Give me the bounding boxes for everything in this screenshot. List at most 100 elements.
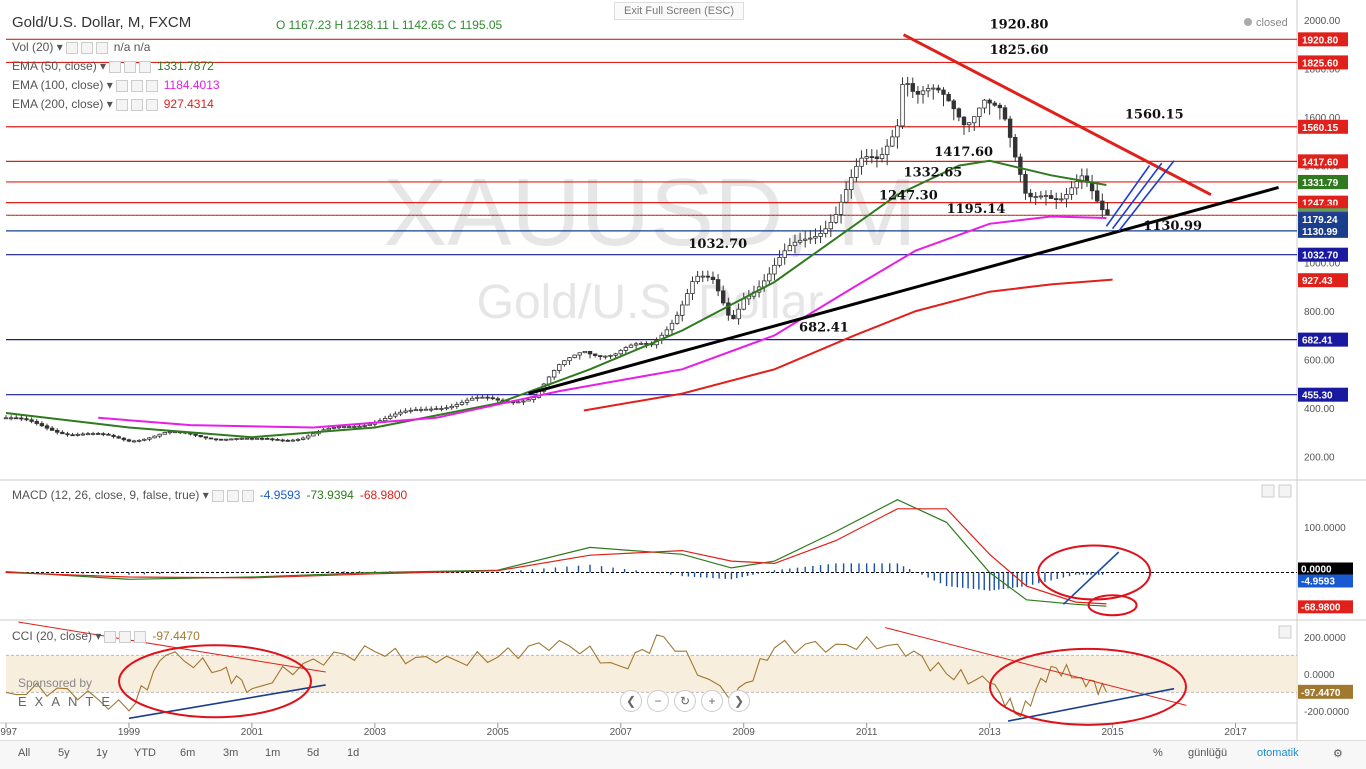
timeframe-1m[interactable]: 1m xyxy=(265,747,281,759)
timeframe-all[interactable]: All xyxy=(18,747,31,759)
candle-body xyxy=(777,257,782,266)
candle-body xyxy=(705,275,711,278)
zoom-in-button[interactable]: + xyxy=(701,690,723,712)
candle xyxy=(900,77,905,130)
legend-ema200-control-icon[interactable] xyxy=(130,98,143,111)
candle xyxy=(849,169,854,199)
candle xyxy=(726,297,731,321)
candle xyxy=(884,139,890,166)
timeframe-1d[interactable]: 1d xyxy=(347,747,360,759)
candle-body xyxy=(715,279,721,292)
candle-body xyxy=(398,411,403,415)
candle xyxy=(592,353,598,358)
legend-ema100-control-icon[interactable] xyxy=(115,79,128,92)
legend-macd-control-icon[interactable] xyxy=(226,489,239,502)
timeframe-ytd[interactable]: YTD xyxy=(134,747,156,759)
legend-macd-control-icon[interactable] xyxy=(211,489,224,502)
candle xyxy=(961,116,967,135)
percent-toggle[interactable]: % xyxy=(1153,747,1163,759)
timeframe-3m[interactable]: 3m xyxy=(223,747,239,759)
candle-body xyxy=(3,417,9,420)
candle-body xyxy=(1100,200,1105,211)
legend-ema50-control-icon[interactable] xyxy=(139,60,152,73)
candle-body xyxy=(1074,180,1079,189)
legend-cci-control-icon[interactable] xyxy=(119,630,132,643)
sponsor-logo[interactable]: EXANTE xyxy=(18,694,119,709)
status-dot-icon xyxy=(1244,18,1252,26)
legend-ema200-control-icon[interactable] xyxy=(115,98,128,111)
legend-vol-control-icon[interactable] xyxy=(65,41,78,54)
price-badge: 1179.24 xyxy=(1298,212,1348,227)
legend-cci-control-icon[interactable] xyxy=(134,630,147,643)
legend-ema100-control-icon[interactable] xyxy=(145,79,158,92)
time-tick-label: 2015 xyxy=(1101,727,1124,738)
candle xyxy=(767,267,772,285)
trendline xyxy=(528,185,1279,396)
legend-ema200-control-icon[interactable] xyxy=(145,98,158,111)
candle xyxy=(828,214,834,237)
legend-vol[interactable]: Vol (20) ▾ n/a n/a xyxy=(12,40,150,54)
candle-body xyxy=(280,439,285,442)
legend-macd-value: -68.9800 xyxy=(359,488,408,502)
ema-line xyxy=(583,278,1113,412)
candle xyxy=(1100,193,1105,219)
candle-body xyxy=(418,408,424,411)
candle xyxy=(65,431,70,437)
legend-vol-control-icon[interactable] xyxy=(95,41,108,54)
candle xyxy=(131,439,137,443)
candle xyxy=(126,438,132,443)
legend-ema50-control-icon[interactable] xyxy=(109,60,122,73)
legend-macd-control-icon[interactable] xyxy=(241,489,254,502)
zoom-out-button[interactable]: − xyxy=(647,690,669,712)
candle-body xyxy=(24,418,29,421)
exit-fullscreen-button[interactable]: Exit Full Screen (ESC) xyxy=(614,2,744,20)
legend-ema200[interactable]: EMA (200, close) ▾ 927.4314 xyxy=(12,97,214,111)
candle-body xyxy=(1064,194,1069,200)
candle-body xyxy=(403,410,408,413)
reset-button[interactable]: ↻ xyxy=(674,690,696,712)
macd-badge-bg xyxy=(1298,574,1353,588)
auto-toggle[interactable]: otomatik xyxy=(1257,747,1299,759)
cci-highlight-circle xyxy=(118,644,313,719)
legend-ema100[interactable]: EMA (100, close) ▾ 1184.4013 xyxy=(12,78,220,92)
scroll-right-button[interactable]: ❯ xyxy=(728,690,750,712)
candle-body xyxy=(992,102,997,106)
candle-body xyxy=(300,437,306,440)
price-badge-bg xyxy=(1298,273,1348,288)
candle-body xyxy=(669,322,675,331)
candle xyxy=(434,405,439,411)
legend-macd-label: MACD (12, 26, close, 9, false, true) ▾ xyxy=(12,488,209,502)
candle-body xyxy=(70,434,75,437)
candle-body xyxy=(526,399,531,402)
legend-ema100-control-icon[interactable] xyxy=(130,79,143,92)
legend-cci[interactable]: CCI (20, close) ▾ -97.4470 xyxy=(12,629,200,643)
log-toggle[interactable]: günlüğü xyxy=(1188,747,1228,759)
settings-gear-icon[interactable]: ⚙ xyxy=(1333,748,1343,760)
candle-body xyxy=(352,426,357,428)
candle xyxy=(444,404,449,411)
cci-drawn-trendline xyxy=(18,621,326,673)
legend-ema50[interactable]: EMA (50, close) ▾ 1331.7872 xyxy=(12,59,214,73)
candle-body xyxy=(664,329,670,336)
timeframe-6m[interactable]: 6m xyxy=(180,747,196,759)
candle-body xyxy=(485,396,490,399)
candle xyxy=(1084,168,1090,187)
candle-body xyxy=(572,354,577,358)
candle-body xyxy=(121,437,127,441)
candle xyxy=(280,438,285,443)
legend-cci-control-icon[interactable] xyxy=(104,630,117,643)
watermark-symbol: XAUUSD, M xyxy=(383,159,916,266)
scroll-left-button[interactable]: ❮ xyxy=(620,690,642,712)
candle xyxy=(1013,134,1018,162)
timeframe-1y[interactable]: 1y xyxy=(96,747,108,759)
legend-macd[interactable]: MACD (12, 26, close, 9, false, true) ▾ -4… xyxy=(12,488,407,502)
candle-body xyxy=(224,438,229,441)
legend-ema50-control-icon[interactable] xyxy=(124,60,137,73)
legend-vol-control-icon[interactable] xyxy=(80,41,93,54)
timeframe-5d[interactable]: 5d xyxy=(307,747,320,759)
candle xyxy=(736,303,741,325)
timeframe-5y[interactable]: 5y xyxy=(58,747,70,759)
candle xyxy=(956,107,962,122)
